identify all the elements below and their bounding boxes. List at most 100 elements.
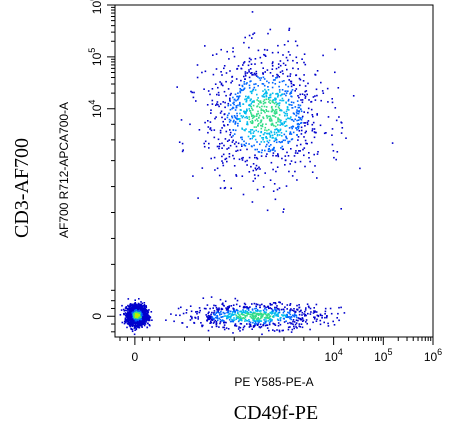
event-dot bbox=[304, 125, 306, 127]
event-dot bbox=[293, 155, 296, 157]
event-dot bbox=[215, 306, 218, 309]
event-dot bbox=[261, 83, 264, 85]
event-dot bbox=[212, 313, 215, 315]
event-dot bbox=[135, 317, 138, 320]
event-dot bbox=[227, 328, 230, 330]
event-dot bbox=[251, 11, 254, 13]
event-dot bbox=[120, 309, 123, 311]
event-dot bbox=[266, 137, 268, 140]
event-dot bbox=[272, 312, 274, 314]
event-dot bbox=[237, 311, 239, 314]
event-dot bbox=[263, 48, 266, 51]
event-dot bbox=[247, 309, 250, 311]
event-dot bbox=[220, 310, 222, 313]
event-dot bbox=[213, 321, 216, 323]
event-dot bbox=[213, 314, 216, 316]
event-dot bbox=[280, 123, 283, 126]
event-dot bbox=[314, 311, 316, 313]
event-dot bbox=[274, 128, 276, 131]
event-dot bbox=[210, 320, 212, 323]
event-dot bbox=[298, 116, 300, 119]
event-dot bbox=[294, 310, 297, 313]
event-dot bbox=[224, 138, 227, 140]
event-dot bbox=[277, 312, 280, 314]
event-dot bbox=[128, 317, 130, 320]
event-dot bbox=[271, 51, 274, 54]
event-dot bbox=[247, 64, 250, 67]
event-dot bbox=[287, 155, 290, 157]
y-axis-label: AF700 R712-APCA700-A bbox=[57, 102, 71, 238]
event-dot bbox=[291, 175, 294, 177]
event-dot bbox=[294, 170, 296, 173]
event-dot bbox=[272, 322, 274, 325]
event-dot bbox=[241, 317, 244, 320]
event-dot bbox=[226, 140, 229, 142]
event-dot bbox=[327, 116, 330, 118]
event-dot bbox=[191, 91, 193, 94]
event-dot bbox=[264, 324, 267, 327]
event-dot bbox=[197, 197, 199, 199]
event-dot bbox=[246, 306, 248, 308]
event-dot bbox=[298, 323, 301, 325]
event-dot bbox=[234, 109, 237, 111]
event-dot bbox=[219, 131, 222, 134]
event-dot bbox=[299, 117, 301, 119]
event-dot bbox=[313, 307, 315, 309]
event-dot bbox=[140, 301, 142, 303]
event-dot bbox=[252, 33, 254, 36]
event-dot bbox=[198, 307, 201, 309]
event-dot bbox=[131, 319, 134, 321]
event-dot bbox=[291, 309, 293, 312]
event-dot bbox=[232, 332, 234, 334]
outer-y-label: CD3-AF700 bbox=[11, 138, 33, 238]
event-dot bbox=[252, 315, 254, 317]
event-dot bbox=[257, 49, 260, 52]
event-dot bbox=[261, 315, 264, 317]
event-dot bbox=[137, 302, 140, 305]
event-dot bbox=[267, 86, 269, 88]
event-dot bbox=[256, 118, 258, 120]
event-dot bbox=[245, 128, 247, 130]
event-dot bbox=[234, 297, 237, 300]
event-dot bbox=[203, 307, 206, 310]
event-dot bbox=[128, 308, 131, 310]
event-dot bbox=[236, 95, 238, 98]
event-dot bbox=[223, 65, 226, 67]
event-dot bbox=[283, 111, 285, 114]
event-dot bbox=[217, 86, 219, 89]
event-dot bbox=[133, 319, 135, 322]
event-dot bbox=[227, 316, 230, 319]
event-dot bbox=[306, 121, 309, 124]
event-dot bbox=[275, 137, 277, 139]
event-dot bbox=[148, 319, 150, 322]
event-dot bbox=[197, 318, 199, 320]
event-dot bbox=[267, 305, 270, 308]
event-dot bbox=[239, 118, 241, 120]
event-dot bbox=[315, 88, 318, 91]
event-dot bbox=[232, 47, 234, 49]
event-dot bbox=[285, 118, 288, 121]
event-dot bbox=[272, 152, 275, 154]
event-dot bbox=[279, 301, 281, 304]
event-dot bbox=[242, 89, 245, 91]
event-dot bbox=[310, 311, 312, 313]
event-dot bbox=[236, 149, 239, 152]
event-dot bbox=[252, 135, 254, 137]
event-dot bbox=[178, 141, 181, 143]
event-dot bbox=[238, 103, 241, 106]
event-dot bbox=[127, 307, 129, 310]
event-dot bbox=[290, 116, 292, 118]
event-dot bbox=[294, 118, 296, 121]
event-dot bbox=[232, 154, 234, 157]
event-dot bbox=[249, 99, 252, 102]
event-dot bbox=[262, 138, 264, 141]
event-dot bbox=[284, 125, 286, 127]
event-dot bbox=[239, 88, 241, 90]
event-dot bbox=[248, 60, 251, 63]
event-dot bbox=[285, 315, 287, 317]
event-dot bbox=[255, 83, 257, 85]
event-dot bbox=[271, 86, 274, 89]
event-dot bbox=[263, 105, 266, 108]
event-dot bbox=[285, 130, 288, 133]
event-dot bbox=[245, 100, 247, 103]
